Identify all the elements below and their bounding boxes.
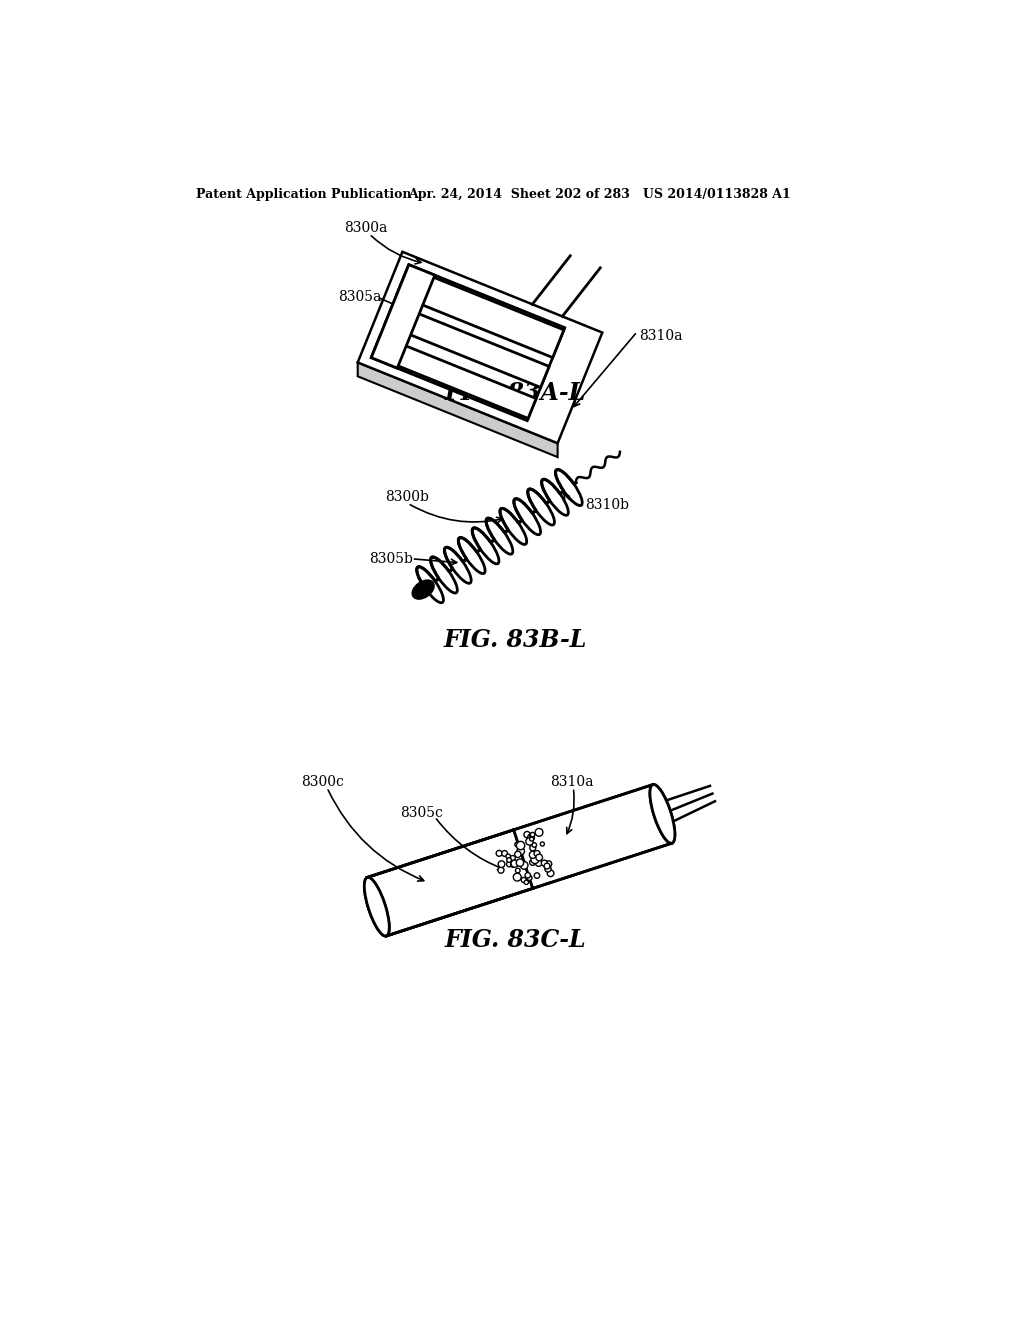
Ellipse shape <box>535 850 540 857</box>
Ellipse shape <box>431 557 458 593</box>
Ellipse shape <box>527 834 535 841</box>
Ellipse shape <box>529 851 537 858</box>
Ellipse shape <box>520 862 528 869</box>
Ellipse shape <box>542 479 568 515</box>
Ellipse shape <box>529 837 534 841</box>
Ellipse shape <box>544 862 550 869</box>
Ellipse shape <box>472 528 499 564</box>
Ellipse shape <box>555 470 583 506</box>
Ellipse shape <box>417 566 443 603</box>
Polygon shape <box>372 335 537 418</box>
Ellipse shape <box>516 859 523 866</box>
Ellipse shape <box>527 488 554 525</box>
Ellipse shape <box>365 878 389 936</box>
Ellipse shape <box>526 838 534 845</box>
Ellipse shape <box>497 850 502 857</box>
Ellipse shape <box>650 784 675 843</box>
Ellipse shape <box>500 508 526 544</box>
Text: 8305c: 8305c <box>400 807 443 820</box>
Ellipse shape <box>511 861 518 867</box>
Ellipse shape <box>517 847 524 855</box>
Ellipse shape <box>507 861 512 867</box>
Ellipse shape <box>365 878 389 936</box>
Ellipse shape <box>536 829 543 837</box>
Text: 8300c: 8300c <box>301 775 344 789</box>
Ellipse shape <box>524 880 528 884</box>
Ellipse shape <box>459 537 485 574</box>
Ellipse shape <box>546 861 552 867</box>
Polygon shape <box>372 265 435 368</box>
Ellipse shape <box>650 784 675 843</box>
Polygon shape <box>357 252 602 444</box>
Ellipse shape <box>532 842 537 847</box>
Text: 8305b: 8305b <box>370 552 413 566</box>
Text: 8300b: 8300b <box>385 490 428 504</box>
Polygon shape <box>396 267 564 358</box>
Text: FIG. 83B-L: FIG. 83B-L <box>443 627 587 652</box>
Text: 8305a: 8305a <box>339 290 382 304</box>
Ellipse shape <box>502 850 508 857</box>
Ellipse shape <box>547 870 554 876</box>
Ellipse shape <box>516 841 524 850</box>
Ellipse shape <box>527 875 532 880</box>
Text: FIG. 83A-L: FIG. 83A-L <box>445 381 586 405</box>
Ellipse shape <box>498 867 504 874</box>
Ellipse shape <box>514 499 541 535</box>
Ellipse shape <box>529 833 534 837</box>
Ellipse shape <box>541 842 545 846</box>
Ellipse shape <box>444 548 471 583</box>
Ellipse shape <box>521 878 526 883</box>
Ellipse shape <box>413 581 434 599</box>
Ellipse shape <box>545 866 551 873</box>
Ellipse shape <box>499 861 505 867</box>
Polygon shape <box>368 830 532 936</box>
Ellipse shape <box>515 842 519 846</box>
Polygon shape <box>372 265 565 421</box>
Text: Patent Application Publication: Patent Application Publication <box>196 187 412 201</box>
Ellipse shape <box>536 854 543 861</box>
Ellipse shape <box>535 873 540 878</box>
Ellipse shape <box>506 854 510 858</box>
Ellipse shape <box>515 869 520 873</box>
Ellipse shape <box>530 855 539 863</box>
Ellipse shape <box>544 863 550 869</box>
Ellipse shape <box>524 832 530 838</box>
Text: 8310a: 8310a <box>639 329 682 342</box>
Polygon shape <box>385 304 549 388</box>
Ellipse shape <box>486 519 513 554</box>
Ellipse shape <box>530 833 535 837</box>
Text: 8300a: 8300a <box>345 220 388 235</box>
Text: FIG. 83C-L: FIG. 83C-L <box>444 928 587 952</box>
Polygon shape <box>514 784 672 888</box>
Text: Apr. 24, 2014  Sheet 202 of 283   US 2014/0113828 A1: Apr. 24, 2014 Sheet 202 of 283 US 2014/0… <box>408 187 791 201</box>
Ellipse shape <box>536 859 542 866</box>
Ellipse shape <box>529 845 536 851</box>
Polygon shape <box>357 363 558 457</box>
Ellipse shape <box>513 874 521 880</box>
Ellipse shape <box>529 859 536 866</box>
Ellipse shape <box>542 861 548 866</box>
Ellipse shape <box>511 862 516 867</box>
Ellipse shape <box>525 873 530 878</box>
Ellipse shape <box>507 858 511 862</box>
Text: 8310a: 8310a <box>550 775 594 789</box>
Ellipse shape <box>510 855 515 861</box>
Ellipse shape <box>515 851 521 858</box>
Text: 8310b: 8310b <box>585 498 629 512</box>
